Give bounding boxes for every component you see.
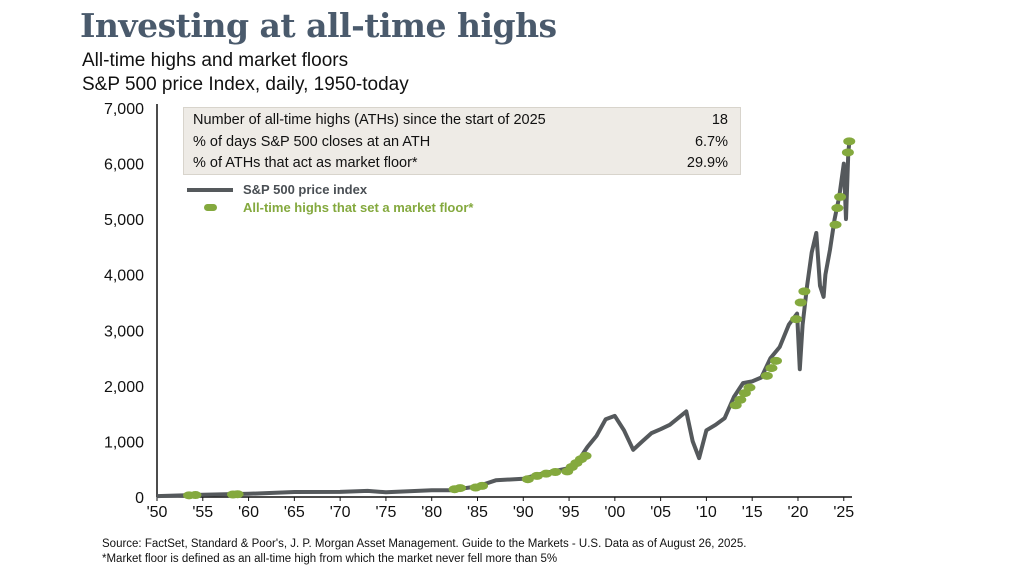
x-tick-label: '80: [421, 504, 442, 521]
floor-point: [765, 364, 778, 373]
y-tick-label: 3,000: [104, 323, 144, 340]
y-tick-label: 7,000: [104, 101, 144, 118]
x-tick-label: '00: [604, 504, 625, 521]
legend-line-swatch: [187, 188, 233, 192]
x-tick-label: '55: [192, 504, 213, 521]
floor-point: [798, 287, 811, 296]
floor-point: [743, 383, 756, 392]
x-tick-label: '65: [284, 504, 305, 521]
source-note: Source: FactSet, Standard & Poor's, J. P…: [102, 538, 747, 550]
stats-box: Number of all-time highs (ATHs) since th…: [183, 107, 741, 175]
floor-point: [829, 220, 842, 229]
legend-label: S&P 500 price index: [243, 182, 368, 197]
stat-value: 6.7%: [694, 134, 728, 150]
legend-dot-swatch: [204, 204, 217, 211]
floor-point: [521, 475, 534, 484]
stat-label: % of ATHs that act as market floor*: [193, 155, 418, 171]
stat-value: 29.9%: [686, 155, 728, 171]
floor-point: [734, 395, 747, 404]
x-tick-label: '05: [650, 504, 671, 521]
x-tick-label: '20: [788, 504, 809, 521]
stat-label: Number of all-time highs (ATHs) since th…: [193, 112, 546, 128]
legend-label: All-time highs that set a market floor*: [243, 200, 474, 215]
floor-point: [231, 490, 244, 499]
x-tick-label: '60: [238, 504, 259, 521]
y-tick-label: 6,000: [104, 157, 144, 174]
x-tick-label: '50: [147, 504, 168, 521]
x-tick-label: '85: [467, 504, 488, 521]
floor-point: [794, 298, 807, 307]
footnote: *Market floor is defined as an all-time …: [102, 553, 558, 565]
stats-row: Number of all-time highs (ATHs) since th…: [193, 109, 728, 131]
chart-subtitle: All-time highs and market floors: [82, 50, 349, 71]
floor-point: [843, 137, 856, 146]
y-tick-label: 0: [135, 490, 144, 507]
y-tick-label: 2,000: [104, 379, 144, 396]
x-tick-label: '70: [330, 504, 351, 521]
floor-point: [531, 471, 544, 480]
stats-row: % of days S&P 500 closes at an ATH 6.7%: [193, 131, 728, 153]
floor-point: [831, 204, 844, 213]
floor-point: [189, 491, 202, 500]
x-tick-label: '90: [513, 504, 534, 521]
stat-value: 18: [711, 112, 728, 128]
floor-point: [834, 192, 847, 201]
floor-point: [841, 148, 854, 157]
stats-row: % of ATHs that act as market floor* 29.9…: [193, 152, 728, 174]
x-tick-label: '25: [833, 504, 854, 521]
chart-title: Investing at all-time highs: [80, 6, 557, 45]
x-tick-label: '15: [742, 504, 763, 521]
chart-subtitle-detail: S&P 500 price Index, daily, 1950-today: [82, 74, 409, 95]
floor-point: [454, 484, 467, 493]
stat-label: % of days S&P 500 closes at an ATH: [193, 134, 431, 150]
floor-point: [540, 469, 553, 478]
y-tick-label: 4,000: [104, 268, 144, 285]
x-tick-label: '10: [696, 504, 717, 521]
x-tick-label: '95: [559, 504, 580, 521]
floor-point: [760, 371, 773, 380]
floor-point: [769, 356, 782, 365]
x-tick-label: '75: [375, 504, 396, 521]
floor-point: [790, 315, 803, 324]
y-tick-label: 5,000: [104, 212, 144, 229]
y-tick-label: 1,000: [104, 434, 144, 451]
floor-point: [579, 451, 592, 460]
floor-point: [476, 481, 489, 490]
floor-point: [549, 467, 562, 476]
